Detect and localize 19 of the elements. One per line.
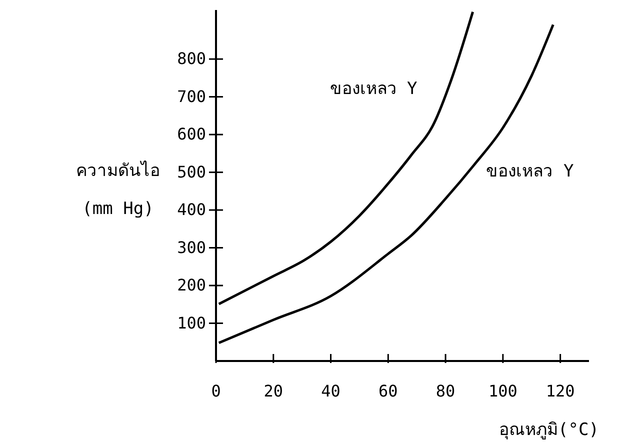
y-tick-label: 800 xyxy=(177,49,206,68)
series-label: ของเหลว Y xyxy=(330,78,418,99)
y-tick-label: 600 xyxy=(177,124,206,144)
x-tick-label: 120 xyxy=(546,381,575,400)
x-tick-label: 80 xyxy=(436,381,456,400)
x-tick-label: 100 xyxy=(488,381,518,400)
x-tick-label: 20 xyxy=(264,381,284,400)
x-axis-title: อุณหภูมิ(°C) xyxy=(499,420,599,440)
y-tick-label: 300 xyxy=(177,238,206,257)
x-tick-label: 60 xyxy=(378,381,398,400)
y-tick-label: 400 xyxy=(177,200,206,220)
y-tick-label: 500 xyxy=(177,162,206,182)
x-tick-label: 0 xyxy=(211,381,221,400)
y-tick-label: 100 xyxy=(177,313,206,332)
y-axis-title: ความดันไอ (mm Hg) xyxy=(76,160,160,219)
y-tick-label: 200 xyxy=(177,276,206,295)
series-label: ของเหลว Y xyxy=(486,162,574,182)
x-tick-label: 40 xyxy=(321,381,340,400)
y-tick-label: 700 xyxy=(177,86,206,106)
